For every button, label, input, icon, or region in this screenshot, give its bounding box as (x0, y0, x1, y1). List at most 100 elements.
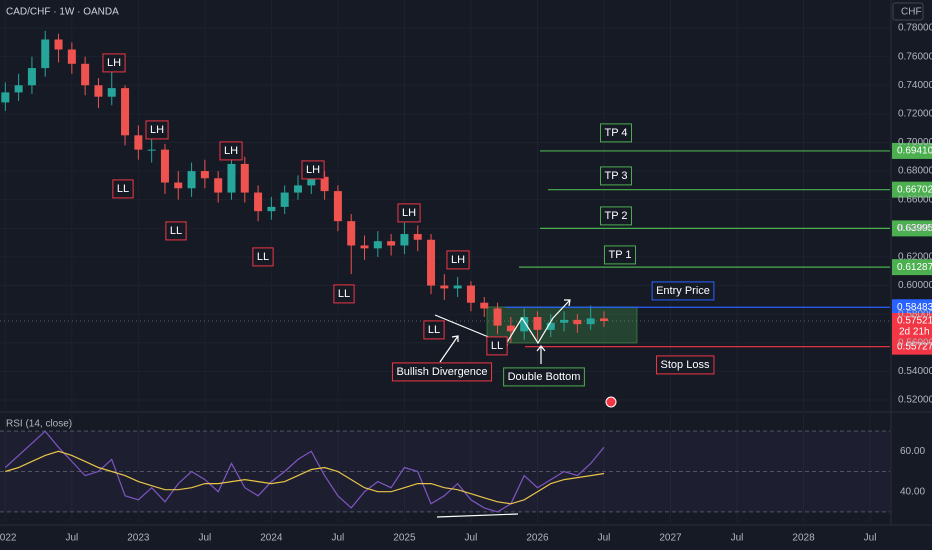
countdown: 2d 21h (899, 327, 930, 338)
candle-body (440, 285, 449, 289)
level-label: Stop Loss (661, 359, 710, 371)
currency-box[interactable] (892, 2, 924, 21)
y-tick-label: 0.60000 (898, 280, 932, 291)
annotation: Double Bottom (508, 371, 581, 383)
candle-body (413, 234, 422, 240)
y-tick-label: 0.72000 (898, 109, 932, 120)
y-tick-label: 0.58000 (898, 309, 932, 320)
currency: CHF (901, 7, 922, 18)
level-label-box (599, 123, 633, 143)
divergence-line (436, 513, 519, 518)
annotation-box (112, 179, 134, 199)
price-axis-tag-label: 0.66702 (897, 184, 932, 195)
y-tick-label: 0.66000 (898, 194, 932, 205)
candle-body (493, 308, 502, 326)
candle-body (67, 49, 76, 64)
y-tick-label: 0.64000 (898, 223, 932, 234)
x-tick-label: 2027 (659, 533, 682, 544)
x-tick-label: Jul (198, 533, 211, 544)
y-tick-label: 0.74000 (898, 80, 932, 91)
candle-body (360, 245, 369, 249)
current-price-label: 0.57521 (897, 316, 932, 327)
x-tick-label: Jul (332, 533, 345, 544)
rsi-tick-label: 40.00 (900, 486, 925, 497)
y-tick-label: 0.62000 (898, 252, 932, 263)
x-tick-label: 2022 (0, 533, 17, 544)
x-tick-label: Jul (598, 533, 611, 544)
candle-body (506, 325, 515, 332)
candle-body (54, 39, 63, 50)
price-axis-tag-label: 0.63995 (897, 223, 932, 234)
price-axis-tag-label: 0.61287 (897, 262, 932, 273)
current-price-tag (892, 313, 932, 340)
candle-body (147, 149, 156, 151)
annotation: Bullish Divergence (396, 366, 487, 378)
annotation-box (252, 247, 274, 267)
arrow (439, 335, 459, 363)
annotation-box (446, 250, 470, 270)
annotation-box (165, 221, 187, 241)
symbol-title: CAD/CHF · 1W · OANDA (6, 7, 119, 18)
level-label-box (651, 281, 715, 301)
candle-body (94, 85, 103, 97)
candle-body (14, 85, 23, 93)
annotation-box (391, 362, 493, 382)
candle-body (427, 239, 436, 286)
event-marker[interactable] (605, 396, 617, 408)
candle-body (121, 88, 130, 136)
candle-body (387, 241, 396, 246)
annotation: LL (491, 340, 503, 352)
rsi-tick-label: 60.00 (900, 446, 925, 457)
price-axis-tag (892, 142, 932, 159)
annotation-box (145, 120, 169, 140)
candle-body (573, 319, 582, 325)
candle-body (307, 176, 316, 186)
candle-body (267, 206, 276, 212)
y-tick-label: 0.78000 (898, 23, 932, 34)
candle-body (320, 176, 329, 192)
candle-body (254, 192, 263, 212)
candle-body (480, 302, 489, 309)
candle-body (400, 234, 409, 246)
price-axis-tag-label: 0.58483 (897, 302, 932, 313)
candle-body (1, 92, 10, 103)
price-axis-tag-label: 0.55727 (897, 341, 932, 352)
annotation: LH (451, 254, 465, 266)
annotation-box (219, 141, 243, 161)
zigzag-arrow (505, 299, 571, 345)
price-axis-tag (892, 299, 932, 316)
y-tick-label: 0.76000 (898, 51, 932, 62)
candle-body (174, 182, 183, 189)
level-label: TP 3 (604, 170, 627, 182)
price-axis-tag-label: 0.69410 (897, 146, 932, 157)
candle-body (107, 88, 116, 97)
candle-body (560, 319, 569, 323)
level-label-box (656, 355, 715, 375)
candle-body (280, 192, 289, 207)
x-tick-label: Jul (731, 533, 744, 544)
annotation: LH (306, 164, 320, 176)
candle-body (227, 163, 236, 193)
rsi-title: RSI (14, close) (6, 419, 72, 430)
candle-body (466, 285, 475, 303)
rsi-line (4, 430, 605, 513)
annotation: LL (257, 251, 269, 263)
arrow (536, 345, 546, 364)
annotation-box (423, 320, 445, 340)
annotation-box (503, 367, 585, 387)
price-axis-tag (892, 338, 932, 355)
level-label-box (599, 166, 633, 186)
candle-body (347, 221, 356, 246)
annotation: LL (117, 183, 129, 195)
level-label: TP 1 (608, 249, 631, 261)
level-label: TP 4 (604, 127, 627, 139)
candle-body (214, 178, 223, 193)
x-tick-label: Jul (864, 533, 877, 544)
x-tick-label: Jul (65, 533, 78, 544)
candle-body (373, 241, 382, 249)
y-tick-label: 0.52000 (898, 395, 932, 406)
candle-body (453, 285, 462, 289)
candle-body (27, 68, 36, 86)
price-axis-tag (892, 181, 932, 198)
